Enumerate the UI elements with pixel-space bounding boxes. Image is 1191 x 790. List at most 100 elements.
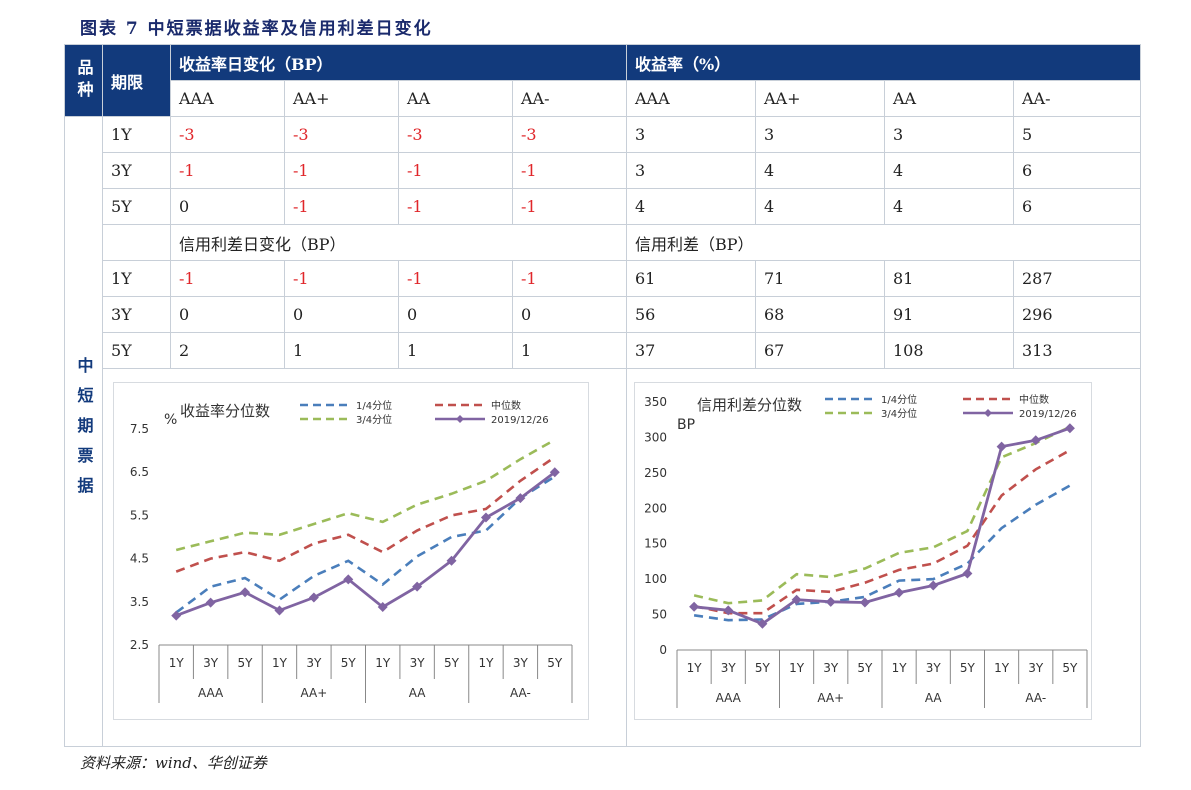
data-point-marker — [274, 605, 285, 616]
header-pinzhong: 品种 — [64, 44, 103, 117]
data-point-marker — [894, 587, 905, 598]
data-point-marker — [515, 493, 526, 504]
term-label: 1Y — [102, 116, 171, 153]
data-point-marker — [962, 568, 973, 579]
data-point-marker — [377, 601, 388, 612]
y-tick-label: 0 — [659, 643, 667, 657]
spread-value-cell: 56 — [626, 296, 756, 333]
x-tick-label: 5Y — [857, 661, 873, 675]
yield-change-cell: -1 — [512, 152, 627, 189]
spread-value-cell: 68 — [755, 296, 885, 333]
term-label: 1Y — [102, 260, 171, 297]
x-group-label: AA — [409, 686, 427, 700]
data-point-marker — [480, 512, 491, 523]
yield-value-cell: 4 — [755, 188, 885, 225]
legend-label: 1/4分位 — [881, 393, 917, 406]
yield-change-cell: -1 — [170, 152, 285, 189]
data-point-marker — [859, 597, 870, 608]
rating-header: AA+ — [755, 80, 885, 117]
y-tick-label: 3.5 — [130, 595, 149, 609]
series-line-1 — [175, 475, 556, 614]
rating-header: AA+ — [284, 80, 399, 117]
data-point-marker — [205, 597, 216, 608]
rating-header: AA — [884, 80, 1014, 117]
spread-value-cell: 287 — [1012, 260, 1142, 297]
yield-change-cell: -1 — [398, 152, 513, 189]
y-tick-label: 5.5 — [130, 508, 149, 522]
x-tick-label: 5Y — [755, 661, 771, 675]
yield-value-cell: 3 — [884, 116, 1014, 153]
yield-value-cell: 4 — [626, 188, 756, 225]
chart-title: 收益率分位数 — [180, 402, 270, 420]
yield-value-cell: 4 — [884, 152, 1014, 189]
spread-change-cell: 1 — [512, 332, 627, 369]
data-point-marker — [791, 594, 802, 605]
x-tick-label: 1Y — [892, 661, 908, 675]
x-tick-label: 3Y — [513, 656, 529, 670]
header-yield-change: 收益率日变化（BP） — [170, 44, 627, 81]
x-tick-label: 1Y — [789, 661, 805, 675]
header-spread-change: 信用利差日变化（BP） — [170, 224, 627, 261]
header-spread: 信用利差（BP） — [625, 224, 1142, 261]
y-tick-label: 50 — [652, 608, 667, 622]
x-tick-label: 1Y — [169, 656, 185, 670]
series-line-1 — [693, 484, 1071, 622]
spread-term-blank — [102, 224, 171, 261]
yield-chart-panel: 2.5 3.5 4.5 5.5 6.5 7.5 1Y 3Y 5Y 1Y 3Y 5Y 1Y 3Y 5Y 1Y 3Y… — [113, 382, 589, 720]
legend-label: 中位数 — [491, 399, 521, 412]
x-tick-label: 3Y — [721, 661, 737, 675]
x-tick-label: 5Y — [238, 656, 254, 670]
spread-change-cell: -1 — [284, 260, 399, 297]
yield-change-cell: -1 — [284, 188, 399, 225]
legend-marker — [456, 415, 464, 423]
x-tick-label: 3Y — [1028, 661, 1044, 675]
legend-label: 3/4分位 — [881, 407, 917, 420]
x-tick-label: 1Y — [272, 656, 288, 670]
rating-header: AAA — [626, 80, 756, 117]
series-line-4 — [693, 426, 1071, 626]
series-line-2 — [693, 449, 1071, 615]
term-label: 3Y — [102, 152, 171, 189]
spread-chart-panel: 0 50 100 150 200 250 300 350 1Y 3Y 5Y 1Y 3Y 5Y 1Y 3Y 5Y 1… — [634, 382, 1092, 720]
data-point-marker — [412, 581, 423, 592]
spread-change-cell: 1 — [284, 332, 399, 369]
x-group-label: AA+ — [817, 691, 844, 705]
spread-value-cell: 67 — [755, 332, 885, 369]
y-tick-label: 4.5 — [130, 552, 149, 566]
legend-label: 中位数 — [1019, 393, 1049, 406]
spread-change-cell: 0 — [398, 296, 513, 333]
spread-change-cell: 1 — [398, 332, 513, 369]
data-point-marker — [996, 441, 1007, 452]
y-unit-label: % — [164, 412, 177, 428]
spread-change-cell: -1 — [170, 260, 285, 297]
yield-change-cell: -3 — [398, 116, 513, 153]
data-point-marker — [171, 610, 182, 621]
x-tick-label: 5Y — [1062, 661, 1078, 675]
term-label: 5Y — [102, 188, 171, 225]
legend-label: 1/4分位 — [356, 399, 392, 412]
spread-value-cell: 81 — [884, 260, 1014, 297]
y-tick-label: 250 — [644, 466, 667, 480]
data-point-marker — [549, 467, 560, 478]
rating-header: AAA — [170, 80, 285, 117]
x-group-label: AA — [925, 691, 943, 705]
x-tick-label: 3Y — [203, 656, 219, 670]
x-tick-label: 1Y — [375, 656, 391, 670]
series-line-2 — [175, 456, 556, 573]
yield-change-cell: -1 — [512, 188, 627, 225]
spread-value-cell: 37 — [626, 332, 756, 369]
data-point-marker — [723, 605, 734, 616]
y-tick-label: 6.5 — [130, 465, 149, 479]
spread-value-cell: 108 — [884, 332, 1014, 369]
header-yield: 收益率（%） — [625, 44, 1142, 81]
chart-title: 信用利差分位数 — [697, 396, 802, 414]
yield-value-cell: 4 — [884, 188, 1014, 225]
yield-quantile-chart: 2.5 3.5 4.5 5.5 6.5 7.5 1Y 3Y 5Y 1Y 3Y 5Y 1Y 3Y 5Y 1Y 3Y… — [130, 399, 573, 703]
data-point-marker — [757, 618, 768, 629]
spread-value-cell: 61 — [626, 260, 756, 297]
x-tick-label: 3Y — [410, 656, 426, 670]
yield-change-cell: -1 — [398, 188, 513, 225]
data-point-marker — [240, 587, 251, 598]
spread-change-cell: -1 — [398, 260, 513, 297]
x-group-label: AAA — [198, 686, 224, 700]
